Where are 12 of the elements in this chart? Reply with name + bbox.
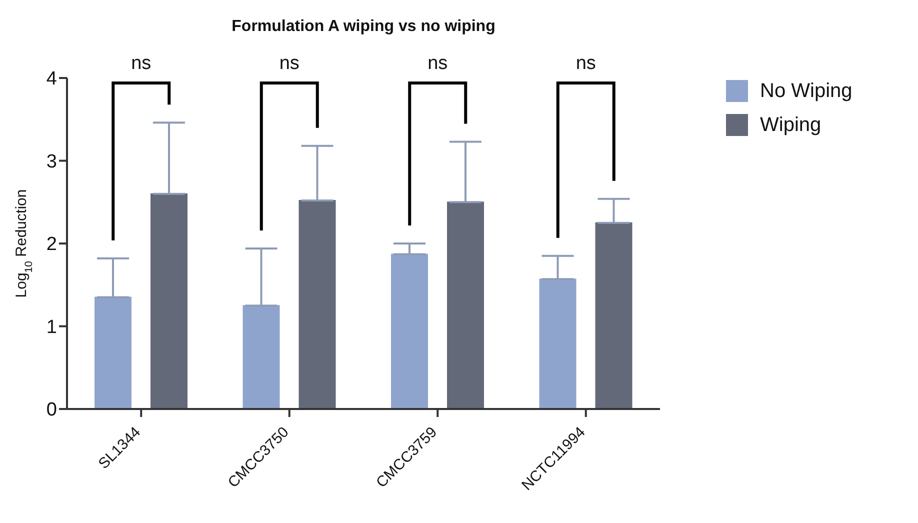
legend-label: No Wiping bbox=[760, 79, 852, 104]
text: ns bbox=[279, 53, 300, 74]
y-tick-label: 0 bbox=[46, 400, 57, 421]
y-tick-label: 2 bbox=[46, 234, 57, 256]
y-tick-label: 4 bbox=[46, 68, 58, 90]
text: ns bbox=[428, 53, 448, 74]
legend-label: Wiping bbox=[760, 113, 822, 138]
text: ns bbox=[576, 53, 596, 74]
chart-title: Formulation A wiping vs no wiping bbox=[230, 18, 496, 36]
y-tick-label: 3 bbox=[46, 151, 57, 172]
y-tick-label: 1 bbox=[46, 316, 57, 338]
text: ns bbox=[131, 53, 152, 74]
